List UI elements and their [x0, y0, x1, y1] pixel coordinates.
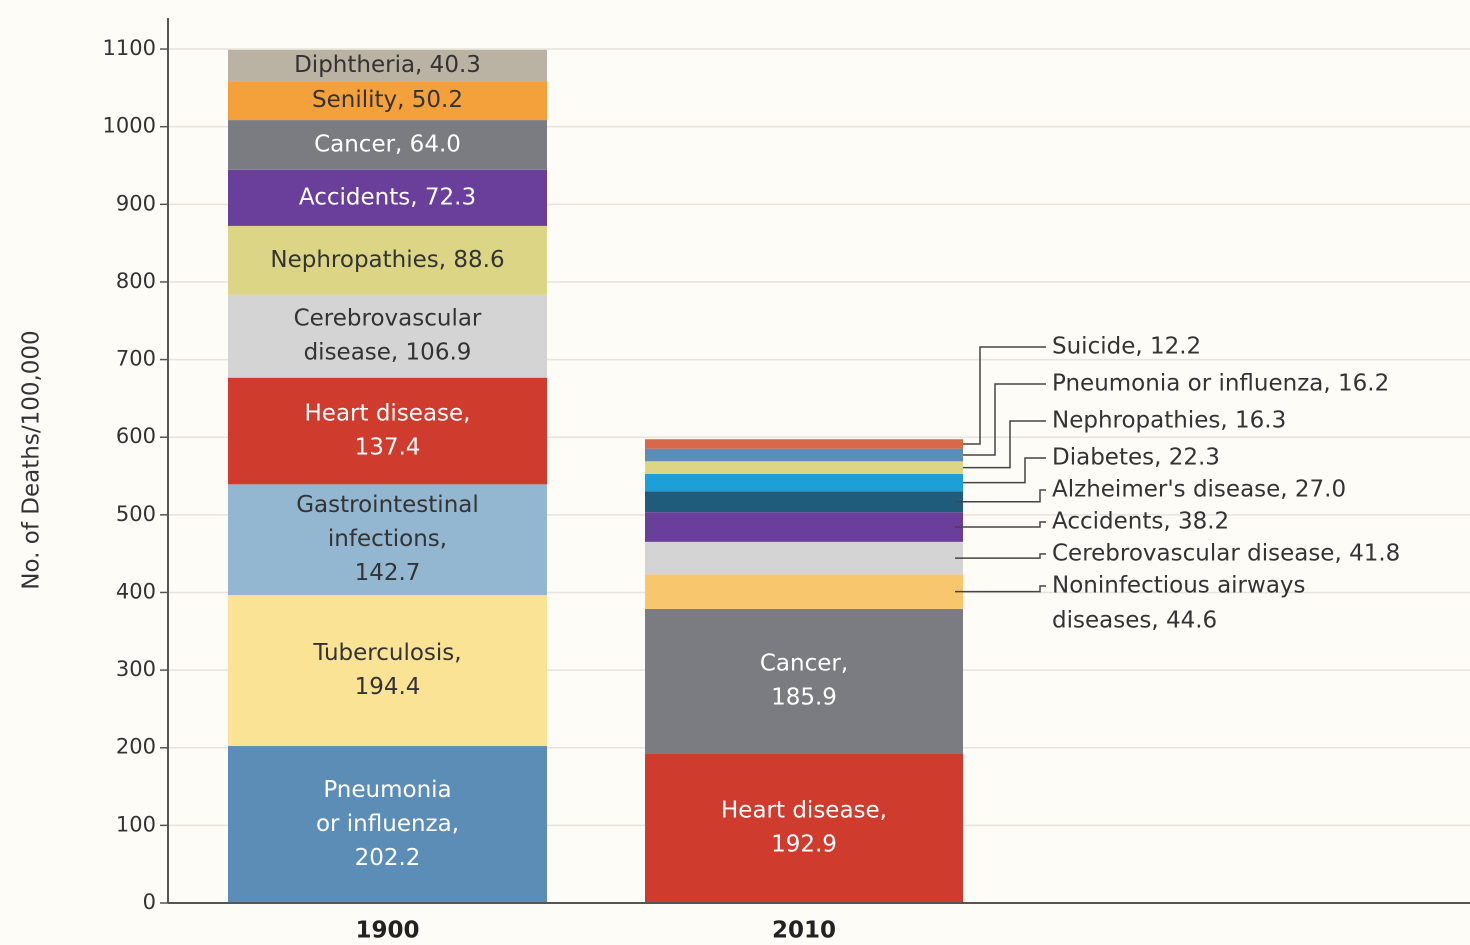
segment-label: Nephropathies, 88.6 [270, 247, 504, 273]
segment-label: 137.4 [355, 435, 421, 461]
callout-label: diseases, 44.6 [1052, 608, 1217, 634]
segment-label: 194.4 [355, 674, 421, 700]
segment-label: Accidents, 72.3 [299, 184, 476, 210]
callout-label: Alzheimer's disease, 27.0 [1052, 477, 1346, 503]
bar-segment [645, 541, 963, 575]
callout-label: Accidents, 38.2 [1052, 509, 1229, 535]
segment-label: Pneumonia [323, 777, 451, 803]
y-tick-label: 500 [116, 502, 156, 526]
leader-line [955, 585, 1046, 593]
callout-label: Pneumonia or influenza, 16.2 [1052, 371, 1389, 397]
bar-segment [645, 461, 963, 474]
callout-label: Cerebrovascular disease, 41.8 [1052, 541, 1400, 567]
bar-segment [228, 595, 547, 747]
bar-segment [228, 49, 547, 82]
y-tick-label: 200 [116, 735, 156, 759]
segment-label: Heart disease, [721, 798, 887, 824]
segment-label: Cancer, 64.0 [314, 131, 461, 157]
leader-line [963, 383, 1046, 456]
bar-segment [645, 608, 963, 754]
bar-segment [645, 448, 963, 462]
y-tick-label: 1000 [103, 114, 156, 138]
leader-line [963, 420, 1046, 469]
callout-label: Diabetes, 22.3 [1052, 445, 1220, 471]
y-tick-label: 800 [116, 269, 156, 293]
callout-label: Noninfectious airways [1052, 573, 1306, 599]
x-tick-label: 2010 [772, 918, 836, 944]
leader-line [955, 489, 1046, 503]
y-tick-label: 400 [116, 579, 156, 603]
bar-segment [228, 746, 547, 903]
segment-label: infections, [328, 526, 447, 552]
segment-label: Cerebrovascular [294, 306, 482, 332]
y-tick-label: 100 [116, 812, 156, 836]
segment-label: Senility, 50.2 [312, 87, 463, 113]
segment-label: Diphtheria, 40.3 [294, 52, 481, 78]
x-tick-label: 1900 [355, 918, 419, 944]
segment-label: 142.7 [355, 560, 421, 586]
bar-segment [645, 473, 963, 492]
callout-label: Suicide, 12.2 [1052, 334, 1201, 360]
leader-line [955, 553, 1046, 559]
y-tick-label: 1100 [103, 36, 156, 60]
y-tick-label: 700 [116, 347, 156, 371]
bar-segment [228, 294, 547, 378]
callout-label: Nephropathies, 16.3 [1052, 408, 1286, 434]
segment-label: Tuberculosis, [312, 640, 461, 666]
segment-label: 185.9 [771, 685, 837, 711]
bar-segment [228, 81, 547, 121]
bar-segment [645, 753, 963, 903]
y-tick-label: 0 [143, 890, 156, 914]
bar-segment [228, 377, 547, 485]
bar-segment [228, 484, 547, 596]
segment-label: Heart disease, [305, 401, 471, 427]
bar-segment [228, 120, 547, 170]
bar-segment [228, 225, 547, 295]
segment-label: 192.9 [771, 832, 837, 858]
segment-label: or influenza, [316, 811, 459, 837]
y-tick-label: 600 [116, 424, 156, 448]
y-axis-label: No. of Deaths/100,000 [19, 330, 45, 589]
bar-segment [228, 169, 547, 226]
leader-line [963, 457, 1046, 484]
bar-segment [645, 439, 963, 449]
y-tick-label: 300 [116, 657, 156, 681]
leader-line [963, 346, 1046, 445]
bar-segment [645, 491, 963, 513]
y-tick-label: 900 [116, 191, 156, 215]
bar-segment [645, 512, 963, 542]
segment-label: Gastrointestinal [296, 492, 479, 518]
leader-line [955, 521, 1046, 528]
segment-label: Cancer, [760, 651, 848, 677]
segment-label: disease, 106.9 [304, 340, 472, 366]
segment-label: 202.2 [355, 845, 421, 871]
bar-segment [645, 574, 963, 609]
